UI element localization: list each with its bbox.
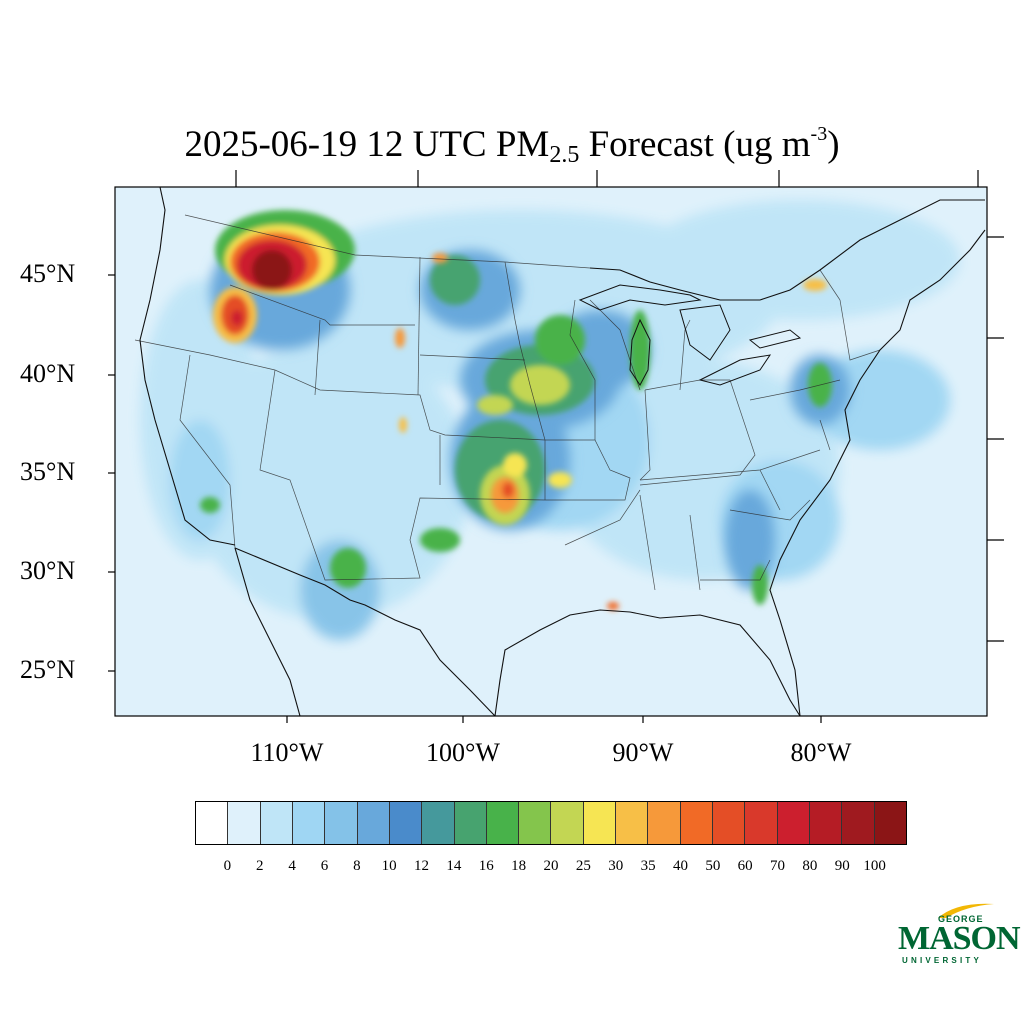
colorbar-label: 10 — [381, 858, 397, 874]
colorbar-label: 0 — [223, 858, 232, 874]
colorbar — [195, 801, 907, 845]
state-borders — [134, 214, 881, 591]
colorbar-label: 20 — [543, 858, 559, 874]
colorbar-label: 35 — [640, 858, 656, 874]
colorbar-box — [454, 802, 487, 844]
lat-label-40: 40°N — [20, 359, 76, 388]
colorbar-box — [713, 802, 746, 844]
colorbar-box — [680, 802, 713, 844]
lon-label-100w: 100°W — [426, 738, 500, 767]
colorbar-label: 90 — [834, 858, 850, 874]
colorbar-label: 40 — [672, 858, 688, 874]
colorbar-box — [583, 802, 617, 844]
oklahoma-texas-hotspot — [491, 477, 519, 513]
colorbar-box — [648, 802, 681, 844]
colorbar-label: 80 — [802, 858, 818, 874]
colorbar-label: 100 — [863, 858, 886, 874]
map-title: 2025-06-19 12 UTC PM2.5 Forecast (ug m-3… — [184, 123, 840, 168]
map-frame — [114, 186, 988, 717]
colorbar-box — [551, 802, 584, 844]
lat-label-45: 45°N — [20, 259, 76, 288]
lon-label-110w: 110°W — [250, 738, 324, 767]
gmu-logo: GEORGE MASON UNIVERSITY — [896, 898, 1021, 968]
logo-george: GEORGE — [938, 914, 984, 924]
lat-label-30: 30°N — [20, 556, 76, 585]
colorbar-label: 50 — [705, 858, 721, 874]
colorbar-box — [616, 802, 649, 844]
colorbar-box — [745, 802, 778, 844]
colorbar-box — [422, 802, 455, 844]
colorbar-label: 12 — [414, 858, 430, 874]
colorbar-box — [228, 802, 261, 844]
colorbar-box — [842, 802, 875, 844]
colorbar-label: 16 — [478, 858, 494, 874]
colorbar-box — [874, 802, 906, 844]
colorbar-box — [809, 802, 843, 844]
colorbar-label: 6 — [320, 858, 329, 874]
coastline — [139, 187, 986, 716]
colorbar-label: 4 — [288, 858, 296, 874]
colorbar-box — [777, 802, 810, 844]
swoosh-icon — [938, 903, 994, 918]
colorbar-box — [357, 802, 390, 844]
colorbar-box — [486, 802, 520, 844]
colorbar-box — [389, 802, 423, 844]
lon-label-90w: 90°W — [612, 738, 674, 767]
colorbar-box — [292, 802, 326, 844]
great-lakes — [578, 284, 802, 386]
colorbar-box — [325, 802, 358, 844]
colorbar-label: 2 — [255, 858, 264, 874]
colorbar-label: 25 — [575, 858, 591, 874]
logo-mason: MASON — [898, 920, 1021, 957]
colorbar-box — [260, 802, 293, 844]
colorbar-label: 30 — [608, 858, 624, 874]
colorbar-label: 70 — [770, 858, 786, 874]
axis-ticks — [108, 170, 1004, 723]
logo-university: UNIVERSITY — [902, 956, 983, 965]
colorbar-label: 60 — [737, 858, 753, 874]
lat-label-25: 25°N — [20, 655, 76, 684]
colorbar-label: 8 — [353, 858, 361, 874]
colorbar-label: 18 — [511, 858, 527, 874]
lat-label-35: 35°N — [20, 457, 76, 486]
colorbar-box — [196, 802, 229, 844]
colorbar-label: 14 — [446, 858, 462, 874]
lon-label-80w: 80°W — [790, 738, 852, 767]
colorbar-box — [519, 802, 552, 844]
